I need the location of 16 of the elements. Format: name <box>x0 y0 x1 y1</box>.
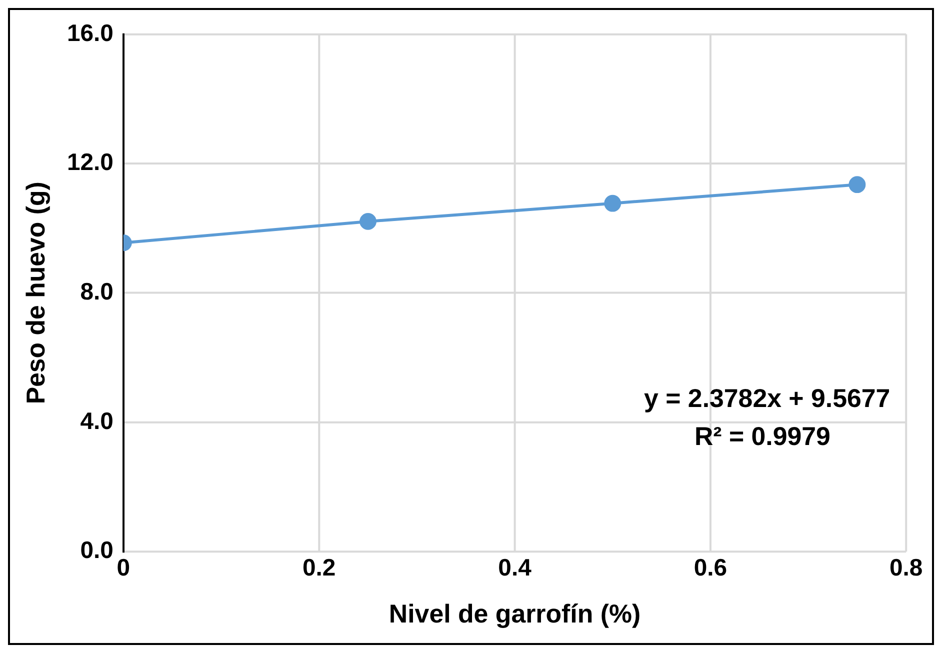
x-tick-label: 0 <box>116 554 130 582</box>
x-tick-label: 0.6 <box>694 554 728 582</box>
y-tick-label: 4.0 <box>80 408 114 435</box>
point <box>604 194 622 212</box>
y-tick-label: 16.0 <box>66 20 114 47</box>
x-tick-label: 0.4 <box>498 554 532 582</box>
y-tick-label: 12.0 <box>66 149 114 176</box>
x-axis-title: Nivel de garrofín (%) <box>388 600 641 629</box>
x-tick-label: 0.8 <box>890 554 923 582</box>
point <box>848 176 866 194</box>
x-tick-label: 0.2 <box>302 554 336 582</box>
annotation: R² = 0.9979 <box>694 422 830 451</box>
y-tick-label: 8.0 <box>80 278 114 306</box>
annotation: y = 2.3782x + 9.5677 <box>644 385 890 414</box>
y-axis-title: Peso de huevo (g) <box>22 182 51 404</box>
y-tick-label: 0.0 <box>80 537 114 564</box>
